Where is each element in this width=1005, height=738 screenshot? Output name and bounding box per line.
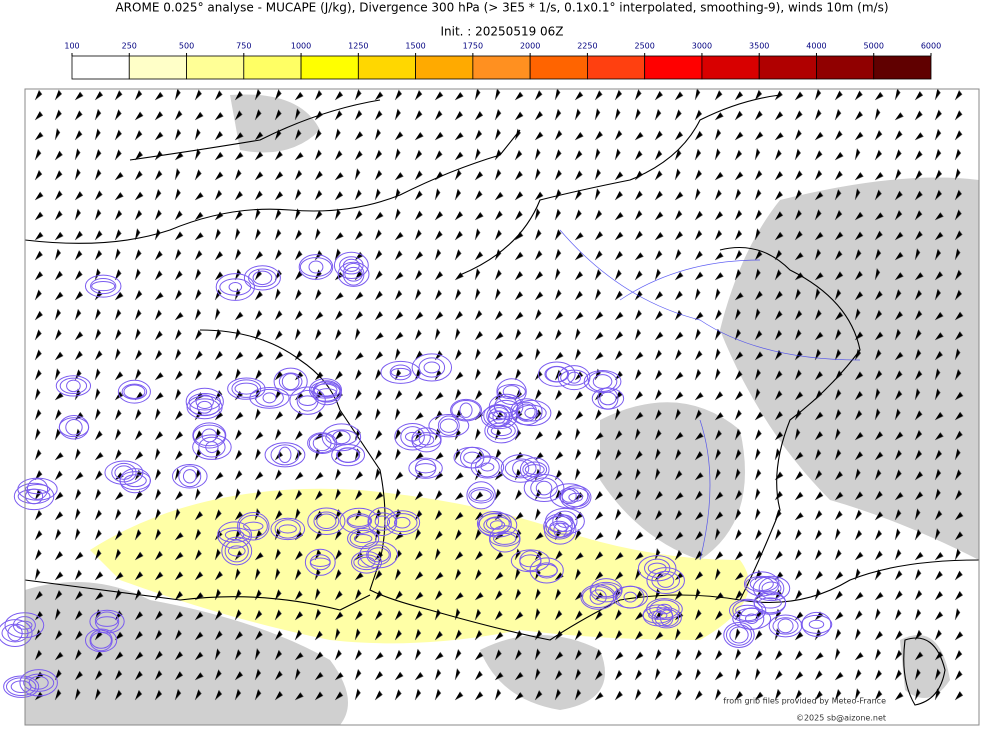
wind-barbs [34,88,964,701]
colorbar-tick-label: 1750 [463,42,483,51]
colorbar-tick-label: 750 [236,42,251,51]
source-credit: from grib files provided by Meteo-France [723,697,886,706]
colorbar-tick-label: 100 [64,42,79,51]
init-time: Init. : 20250519 06Z [440,25,563,39]
map-title: AROME 0.025° analyse - MUCAPE (J/kg), Di… [115,1,888,15]
colorbar-tick-label: 4000 [806,42,826,51]
colorbar-bin [529,55,588,80]
colorbar-bin [472,55,531,80]
colorbar-tick-label: 3000 [692,42,712,51]
divergence-contours [0,251,833,698]
map: from grib files provided by Meteo-France… [0,88,980,726]
colorbar-tick-label: 3500 [749,42,769,51]
colorbar: 100 250 500 750 1000 1250 1500 1750 2000 2250 2500… [64,42,941,80]
colorbar-tick-label: 2000 [520,42,540,51]
colorbar-bin [128,55,187,80]
colorbar-tick-label: 250 [122,42,137,51]
colorbar-tick-label: 1500 [405,42,425,51]
cloud-shading [25,94,979,725]
coastlines [24,94,980,706]
colorbar-tick-label: 1250 [348,42,368,51]
colorbar-bin [701,55,760,80]
map-frame [24,88,980,726]
colorbar-tick-label: 500 [179,42,194,51]
colorbar-bin [587,55,646,80]
colorbar-bin [71,55,130,80]
copyright: ©2025 sb@aizone.net [796,714,886,723]
colorbar-bin [415,55,474,80]
colorbar-tick-label: 5000 [864,42,884,51]
colorbar-bin [758,55,817,80]
colorbar-bin [186,55,245,80]
colorbar-bin [357,55,417,80]
colorbar-tick-label: 1000 [291,42,311,51]
colorbar-tick-label: 2500 [634,42,654,51]
colorbar-bin [300,55,359,80]
colorbar-bin [243,55,302,80]
colorbar-bin [816,55,875,80]
colorbar-tick-label: 2250 [577,42,597,51]
borders [559,229,861,561]
colorbar-tick-label: 6000 [921,42,941,51]
colorbar-bin [644,55,703,80]
colorbar-bin [873,55,932,80]
